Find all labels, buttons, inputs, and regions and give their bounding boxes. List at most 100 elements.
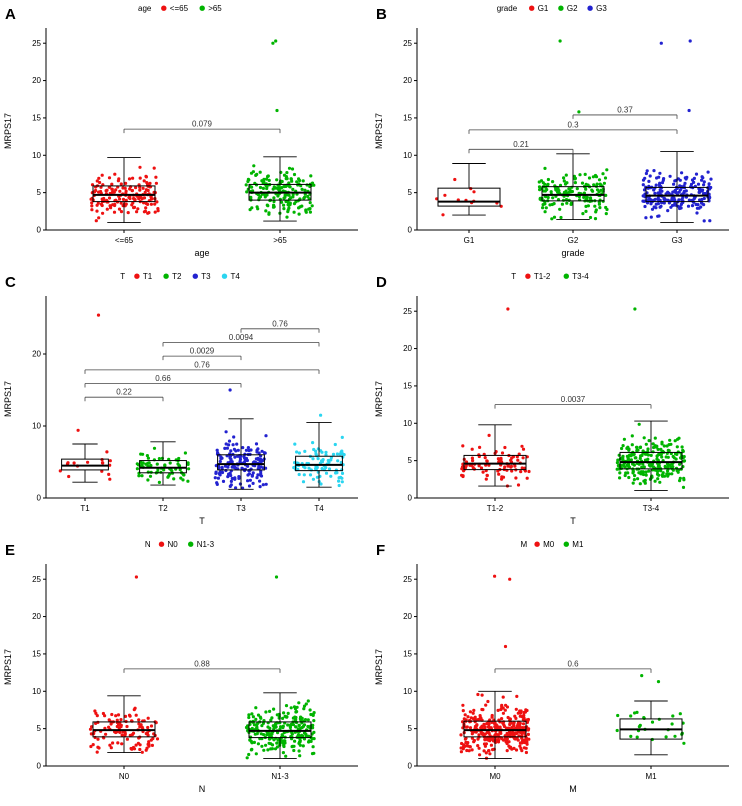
- y-tick-label: 25: [32, 575, 41, 584]
- y-tick-label: 0: [37, 494, 42, 503]
- comparison-bracket: [240, 328, 320, 333]
- y-tick-label: 10: [403, 151, 412, 160]
- y-tick-label: 20: [32, 350, 41, 359]
- legend-title: T: [120, 272, 125, 281]
- points-N0: [88, 575, 160, 754]
- panel-E: E N N0 N1-3 0 5 10 15 20 25 MRPS17 N0 N1-3 N 0.88: [0, 536, 371, 804]
- y-tick-label: 25: [403, 307, 412, 316]
- legend-label: <=65: [170, 4, 189, 13]
- comparison-bracket: [494, 668, 652, 673]
- y-tick-label: 10: [32, 687, 41, 696]
- p-value-label: 0.0037: [561, 395, 586, 404]
- legend-swatch-icon: [188, 541, 194, 547]
- legend-label: G3: [596, 4, 607, 13]
- panel-F: F M M0 M1 0 5 10 15 20 25 MRPS17 M0 M1 M 0.6: [371, 536, 742, 804]
- x-tick-label: M1: [645, 772, 657, 781]
- y-axis-title: MRPS17: [374, 113, 384, 149]
- x-axis-title: T: [570, 516, 576, 526]
- legend-label: M0: [543, 540, 555, 549]
- box-T3-4: [619, 420, 683, 491]
- legend-label: T1-2: [534, 272, 551, 281]
- p-value-label: 0.0094: [229, 333, 254, 342]
- legend-label: T2: [172, 272, 182, 281]
- p-value-label: 0.88: [194, 659, 210, 668]
- legend-title: N: [145, 540, 151, 549]
- outlier-point: [271, 41, 275, 45]
- x-tick-label: G1: [464, 236, 475, 245]
- panel-letter: B: [376, 6, 387, 23]
- box-N1-3: [248, 692, 312, 759]
- box-T1: [61, 443, 109, 483]
- p-value-label: 0.079: [192, 120, 213, 129]
- axes: 0 10 20: [32, 296, 358, 503]
- legend-swatch-icon: [563, 541, 569, 547]
- outlier-point: [274, 39, 278, 43]
- comparison-bracket: [84, 396, 164, 402]
- outlier-point: [577, 110, 581, 114]
- axes: 0 5 10 15 20 25: [403, 564, 729, 771]
- panel-letter: A: [5, 6, 16, 23]
- y-tick-label: 15: [403, 382, 412, 391]
- box-G2: [541, 153, 605, 220]
- y-tick-label: 0: [37, 762, 42, 771]
- p-value-label: 0.6: [567, 659, 579, 668]
- legend-swatch-icon: [192, 273, 198, 279]
- y-tick-label: 0: [408, 762, 413, 771]
- comparison-bracket: [84, 383, 242, 388]
- panel-C: C T T1 T2 T3 T4 0 10 20 MRPS17 T1 T2 T3 T4 T 0.22 0.66 0.…: [0, 268, 371, 536]
- x-tick-label: T3: [236, 504, 246, 513]
- y-tick-label: 20: [403, 344, 412, 353]
- comparison-bracket: [468, 129, 678, 134]
- points->65: [244, 39, 316, 219]
- legend-swatch-icon: [563, 273, 569, 279]
- outlier-point: [687, 108, 691, 113]
- outlier-point: [640, 674, 644, 678]
- y-tick-label: 20: [403, 76, 412, 85]
- outlier-point: [508, 577, 512, 581]
- y-tick-label: 5: [408, 456, 413, 465]
- legend-title: T: [511, 272, 516, 281]
- y-tick-label: 20: [32, 612, 41, 621]
- box-G1: [437, 163, 501, 216]
- legend-swatch-icon: [558, 5, 564, 11]
- y-tick-label: 0: [37, 226, 42, 235]
- legend-label: T4: [231, 272, 241, 281]
- x-tick-label: <=65: [115, 236, 134, 245]
- box-T2: [139, 441, 187, 486]
- legend-title: age: [138, 4, 152, 13]
- x-tick-label: T1: [80, 504, 90, 513]
- y-tick-label: 25: [403, 39, 412, 48]
- legend-swatch-icon: [529, 5, 535, 11]
- legend: N N0 N1-3: [145, 540, 215, 549]
- y-axis-title: MRPS17: [3, 381, 13, 417]
- y-tick-label: 0: [408, 494, 413, 503]
- points-T2: [135, 446, 191, 484]
- y-tick-label: 5: [37, 188, 42, 197]
- x-axis-title: T: [199, 516, 205, 526]
- outlier-point: [656, 680, 661, 684]
- y-axis-title: MRPS17: [3, 113, 13, 149]
- x-tick-label: N0: [119, 772, 130, 781]
- legend-label: G1: [538, 4, 549, 13]
- y-tick-label: 15: [403, 650, 412, 659]
- box-T4: [295, 421, 343, 488]
- legend: T T1 T2 T3 T4: [120, 272, 240, 281]
- x-axis-title: N: [199, 784, 206, 794]
- x-tick-label: >65: [273, 236, 287, 245]
- x-tick-label: G2: [568, 236, 579, 245]
- x-tick-label: N1-3: [271, 772, 289, 781]
- axes: 0 5 10 15 20 25: [32, 564, 358, 771]
- panel-letter: D: [376, 274, 387, 291]
- comparison-bracket: [572, 114, 678, 119]
- legend-swatch-icon: [199, 5, 205, 11]
- panel-letter: C: [5, 274, 16, 291]
- comparison-bracket: [468, 148, 574, 154]
- axes: 0 5 10 15 20 25: [32, 28, 358, 235]
- box-M0: [463, 690, 527, 759]
- legend-swatch-icon: [158, 541, 165, 547]
- x-axis-title: M: [569, 784, 577, 794]
- points-M0: [459, 574, 531, 760]
- points-T4: [292, 413, 346, 488]
- legend-swatch-icon: [161, 5, 167, 11]
